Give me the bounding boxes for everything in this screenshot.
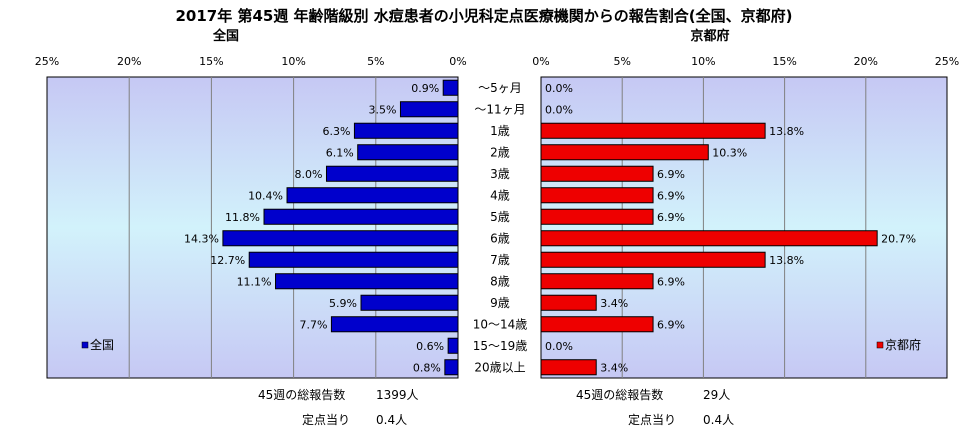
left-bar <box>399 101 459 118</box>
left-bar <box>286 187 459 204</box>
left-tick-label: 10% <box>281 55 305 68</box>
left-bar <box>330 316 459 333</box>
right-bar <box>540 294 597 311</box>
right-bar <box>540 187 654 204</box>
left-bar-value-label: 11.1% <box>237 275 272 288</box>
left-bar <box>275 273 459 290</box>
right-bar <box>540 122 766 139</box>
left-bar <box>442 79 459 96</box>
right-bar <box>540 273 654 290</box>
category-label: 10～14歳 <box>473 317 528 331</box>
right-plot-area <box>540 76 948 379</box>
kyoto-per-label: 定点当り <box>628 413 677 427</box>
right-bar-value-label: 6.9% <box>657 275 685 288</box>
right-bar <box>540 165 654 182</box>
kyoto-total-value: 29人 <box>703 388 731 402</box>
right-bar-value-label: 0.0% <box>545 103 573 116</box>
category-label: 3歳 <box>490 167 510 181</box>
right-bar <box>540 230 878 247</box>
left-tick-label: 0% <box>449 55 466 68</box>
left-bar-value-label: 6.3% <box>322 125 350 138</box>
legend-right-label: 京都府 <box>885 337 921 352</box>
right-bar <box>540 144 709 161</box>
left-bar <box>222 230 459 247</box>
legend-left-swatch <box>81 341 89 349</box>
left-tick-label: 15% <box>199 55 223 68</box>
national-per-label: 定点当り <box>302 413 351 427</box>
left-bar-value-label: 3.5% <box>369 103 397 116</box>
left-tick-label: 25% <box>35 55 59 68</box>
left-bar <box>360 294 459 311</box>
right-bar-value-label: 13.8% <box>769 254 804 267</box>
category-label: 5歳 <box>490 210 510 224</box>
right-tick-label: 20% <box>854 55 878 68</box>
right-tick-label: 10% <box>691 55 715 68</box>
left-plot-area <box>46 76 459 379</box>
left-bar-value-label: 11.8% <box>225 211 260 224</box>
right-bar-value-label: 6.9% <box>657 211 685 224</box>
left-bar-value-label: 0.9% <box>411 82 439 95</box>
category-label: 20歳以上 <box>474 360 525 374</box>
left-tick-label: 20% <box>117 55 141 68</box>
left-bar-value-label: 5.9% <box>329 297 357 310</box>
category-label: 8歳 <box>490 274 510 288</box>
right-tick-label: 25% <box>935 55 959 68</box>
national-total-value: 1399人 <box>376 388 419 402</box>
left-bar <box>263 208 459 225</box>
category-label: 9歳 <box>490 296 510 310</box>
national-per-value: 0.4人 <box>376 413 408 427</box>
category-label: ～11ヶ月 <box>474 102 525 116</box>
legend-left-label: 全国 <box>90 337 114 352</box>
right-tick-label: 5% <box>613 55 630 68</box>
category-label: 2歳 <box>490 145 510 159</box>
right-bar-value-label: 6.9% <box>657 168 685 181</box>
category-label: 7歳 <box>490 253 510 267</box>
right-bar-value-label: 13.8% <box>769 125 804 138</box>
category-label: 4歳 <box>490 188 510 202</box>
right-tick-label: 0% <box>532 55 549 68</box>
right-bar-value-label: 6.9% <box>657 189 685 202</box>
right-bar <box>540 316 654 333</box>
left-bar-value-label: 12.7% <box>210 254 245 267</box>
right-tick-label: 15% <box>772 55 796 68</box>
left-bar <box>357 144 459 161</box>
left-bar-value-label: 7.7% <box>299 318 327 331</box>
left-bar <box>444 359 459 376</box>
right-bar-value-label: 3.4% <box>600 361 628 374</box>
left-bar-value-label: 14.3% <box>184 232 219 245</box>
left-tick-label: 5% <box>367 55 384 68</box>
left-bar <box>353 122 459 139</box>
right-bar-value-label: 3.4% <box>600 297 628 310</box>
right-bar <box>540 359 597 376</box>
left-bar-value-label: 0.8% <box>413 361 441 374</box>
left-bar <box>447 337 459 354</box>
kyoto-per-value: 0.4人 <box>703 413 735 427</box>
left-bar <box>325 165 459 182</box>
left-bar <box>248 251 459 268</box>
chart-title: 2017年 第45週 年齢階級別 水痘患者の小児科定点医療機関からの報告割合(全… <box>175 7 792 25</box>
right-bar-value-label: 10.3% <box>712 146 747 159</box>
legend-right-swatch <box>876 341 884 349</box>
category-label: 1歳 <box>490 124 510 138</box>
category-label: 6歳 <box>490 231 510 245</box>
right-bar-value-label: 20.7% <box>881 232 916 245</box>
left-bar-value-label: 6.1% <box>326 146 354 159</box>
right-bar-value-label: 0.0% <box>545 82 573 95</box>
left-bar-value-label: 10.4% <box>248 189 283 202</box>
right-bar-value-label: 0.0% <box>545 340 573 353</box>
right-bar <box>540 208 654 225</box>
category-label: ～5ヶ月 <box>478 81 522 95</box>
left-bar-value-label: 8.0% <box>295 168 323 181</box>
right-bar-value-label: 6.9% <box>657 318 685 331</box>
left-bar-value-label: 0.6% <box>416 340 444 353</box>
category-label: 15～19歳 <box>473 339 528 353</box>
right-bar <box>540 251 766 268</box>
right-panel-title: 京都府 <box>690 28 729 44</box>
left-panel-title: 全国 <box>212 28 239 44</box>
kyoto-total-label: 45週の総報告数 <box>576 388 664 402</box>
national-total-label: 45週の総報告数 <box>258 388 346 402</box>
